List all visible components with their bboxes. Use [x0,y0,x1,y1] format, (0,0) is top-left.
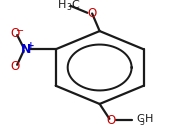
Text: H: H [144,114,153,124]
Text: O: O [106,114,116,127]
Text: H: H [58,0,67,10]
Text: O: O [87,7,97,20]
Text: C: C [72,0,80,10]
Text: −: − [16,26,24,36]
Text: 3: 3 [139,118,144,126]
Text: 3: 3 [67,3,72,12]
Text: O: O [11,27,20,40]
Text: C: C [136,114,144,124]
Text: O: O [11,60,20,73]
Text: N: N [20,43,31,56]
Text: +: + [27,41,35,50]
